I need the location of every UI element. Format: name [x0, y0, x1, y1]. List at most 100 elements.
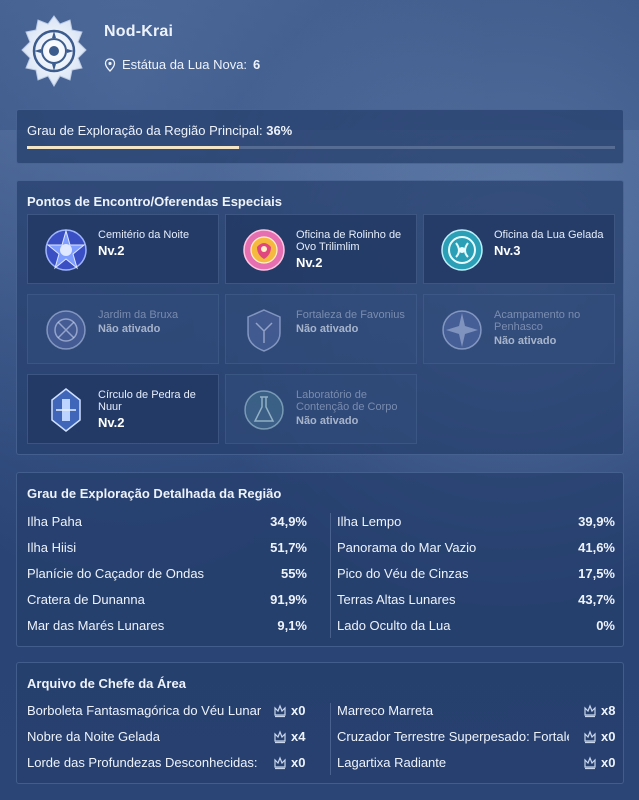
main-exploration-label: Grau de Exploração da Região Principal: … — [27, 123, 292, 138]
detail-row: Lado Oculto da Lua 0% — [337, 615, 615, 635]
detail-row: Ilha Hiisi 51,7% — [27, 537, 307, 557]
point-card[interactable]: Oficina da Lua Gelada Nv.3 — [423, 214, 615, 284]
boss-name: Lorde das Profundezas Desconhecidas: — [27, 755, 258, 770]
detailed-exploration-title: Grau de Exploração Detalhada da Região — [27, 486, 282, 501]
detail-name: Panorama do Mar Vazio — [337, 539, 477, 555]
detail-value: 51,7% — [270, 539, 307, 555]
detail-value: 55% — [280, 565, 307, 581]
point-status: Nv.2 — [98, 415, 125, 430]
region-name: Nod-Krai — [104, 23, 174, 40]
boss-name: Borboleta Fantasmagórica do Véu Lunar — [27, 703, 261, 718]
special-points-title: Pontos de Encontro/Oferendas Especiais — [27, 194, 283, 209]
boss-name: Cruzador Terrestre Superpesado: Fortalez… — [337, 729, 569, 744]
point-status: Nv.3 — [494, 243, 521, 258]
point-name: Oficina de Rolinho de Ovo Trilimlim — [296, 229, 402, 253]
boss-name: Lagartixa Radiante — [337, 755, 447, 770]
boss-row[interactable]: Borboleta Fantasmagórica do Véu Lunar x0 — [27, 701, 317, 721]
frost-moon-workshop-icon — [441, 229, 483, 271]
point-name: Jardim da Bruxa — [98, 309, 179, 321]
detail-value: 34,9% — [270, 513, 307, 529]
point-card[interactable]: Círculo de Pedra de Nuur Nv.2 — [27, 374, 219, 444]
crown-icon — [274, 704, 286, 718]
detail-row: Terras Altas Lunares 43,7% — [337, 589, 615, 609]
region-header: Nod-Krai Estátua da Lua Nova: 6 — [0, 0, 639, 100]
crown-icon — [584, 730, 596, 744]
boss-archive-panel: Arquivo de Chefe da Área Borboleta Fanta… — [16, 662, 624, 784]
boss-row[interactable]: Cruzador Terrestre Superpesado: Fortalez… — [337, 727, 617, 747]
detail-row: Ilha Lempo 39,9% — [337, 511, 615, 531]
crown-icon — [274, 730, 286, 744]
detail-value: 9,1% — [277, 617, 307, 633]
egg-roll-workshop-icon — [243, 229, 285, 271]
detail-value: 0% — [596, 617, 615, 633]
witch-garden-icon — [46, 310, 86, 350]
boss-count: x0 — [291, 703, 306, 718]
statue-label: Estátua da Lua Nova: — [122, 57, 248, 72]
boss-row[interactable]: Lagartixa Radiante x0 — [337, 753, 617, 773]
detail-row: Pico do Véu de Cinzas 17,5% — [337, 563, 615, 583]
boss-count: x8 — [601, 703, 616, 718]
point-card[interactable]: Acampamento no Penhasco Não ativado — [423, 294, 615, 364]
column-divider — [330, 513, 331, 638]
detail-value: 39,9% — [578, 513, 615, 529]
column-divider — [330, 703, 331, 775]
point-card[interactable]: Oficina de Rolinho de Ovo Trilimlim Nv.2 — [225, 214, 417, 284]
crown-icon — [584, 704, 596, 718]
detail-row: Ilha Paha 34,9% — [27, 511, 307, 531]
boss-name: Nobre da Noite Gelada — [27, 729, 160, 744]
detail-row: Planície do Caçador de Ondas 55% — [27, 563, 307, 583]
main-exploration-panel: Grau de Exploração da Região Principal: … — [16, 109, 624, 164]
exploration-progress-fill — [27, 146, 239, 149]
main-exploration-value: 36% — [266, 123, 293, 138]
point-name: Círculo de Pedra de Nuur — [98, 389, 196, 413]
boss-count: x0 — [601, 755, 616, 770]
detail-name: Ilha Hiisi — [27, 539, 77, 555]
detail-value: 91,9% — [270, 591, 307, 607]
detail-row: Panorama do Mar Vazio 41,6% — [337, 537, 615, 557]
exploration-progress-track — [27, 146, 615, 149]
detail-row: Cratera de Dunanna 91,9% — [27, 589, 307, 609]
detail-value: 43,7% — [578, 591, 615, 607]
containment-lab-icon — [244, 390, 284, 430]
point-status: Não ativado — [296, 323, 359, 335]
special-points-panel: Pontos de Encontro/Oferendas Especiais C… — [16, 180, 624, 455]
detail-name: Ilha Paha — [27, 513, 82, 529]
detail-name: Ilha Lempo — [337, 513, 402, 529]
point-name: Fortaleza de Favonius — [296, 309, 405, 321]
point-card[interactable]: Laboratório de Contenção de Corpo Não at… — [225, 374, 417, 444]
statue-value: 6 — [253, 57, 261, 72]
location-pin-icon — [104, 57, 116, 72]
detail-name: Cratera de Dunanna — [27, 591, 145, 607]
boss-count: x0 — [601, 729, 616, 744]
nuur-stone-circle-icon — [51, 388, 81, 432]
point-card[interactable]: Jardim da Bruxa Não ativado — [27, 294, 219, 364]
point-card[interactable]: Fortaleza de Favonius Não ativado — [225, 294, 417, 364]
point-status: Nv.2 — [296, 255, 323, 270]
detail-name: Planície do Caçador de Ondas — [27, 565, 205, 581]
point-name: Oficina da Lua Gelada — [494, 229, 604, 241]
point-card[interactable]: Cemitério da Noite Nv.2 — [27, 214, 219, 284]
crown-icon — [584, 756, 596, 770]
boss-row[interactable]: Nobre da Noite Gelada x4 — [27, 727, 317, 747]
detail-value: 41,6% — [578, 539, 615, 555]
point-name: Cemitério da Noite — [98, 229, 190, 241]
region-emblem-icon — [21, 15, 87, 87]
crown-icon — [274, 756, 286, 770]
detail-name: Mar das Marés Lunares — [27, 617, 165, 633]
point-status: Não ativado — [296, 415, 359, 427]
point-status: Não ativado — [494, 335, 557, 347]
point-name: Acampamento no Penhasco — [494, 309, 581, 333]
main-exploration-text: Grau de Exploração da Região Principal: — [27, 123, 263, 138]
detail-name: Terras Altas Lunares — [337, 591, 456, 607]
boss-archive-title: Arquivo de Chefe da Área — [27, 676, 186, 691]
boss-row[interactable]: Lorde das Profundezas Desconhecidas: x0 — [27, 753, 317, 773]
night-cemetery-icon — [45, 229, 87, 271]
detail-name: Lado Oculto da Lua — [337, 617, 451, 633]
boss-row[interactable]: Marreco Marreta x8 — [337, 701, 617, 721]
cliff-camp-icon — [442, 310, 482, 350]
favonius-fortress-icon — [247, 309, 281, 352]
point-status: Não ativado — [98, 323, 161, 335]
boss-count: x0 — [291, 755, 306, 770]
statue-info: Estátua da Lua Nova: 6 — [104, 57, 260, 72]
detail-name: Pico do Véu de Cinzas — [337, 565, 469, 581]
